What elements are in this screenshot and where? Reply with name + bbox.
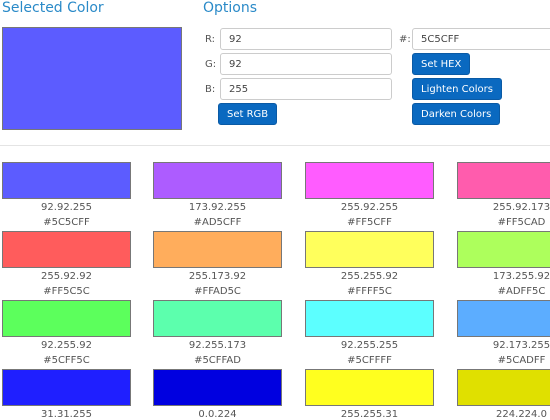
- color-swatch[interactable]: [153, 162, 282, 199]
- color-swatch[interactable]: [153, 300, 282, 337]
- hex-label: #FF5CAD: [497, 217, 546, 228]
- rgb-label: 255.255.31: [340, 409, 399, 420]
- rgb-label: 173.255.92: [492, 271, 550, 282]
- color-swatch[interactable]: [305, 300, 434, 337]
- rgb-label: 92.255.92: [41, 340, 92, 351]
- rgb-label: 255.92.173: [492, 202, 550, 213]
- rgb-label: 255.92.255: [340, 202, 399, 213]
- hex-label: #FFFF5C: [347, 286, 392, 297]
- darken-button[interactable]: Darken Colors: [412, 103, 501, 125]
- g-input[interactable]: [220, 53, 392, 75]
- field-label: R:: [205, 34, 216, 45]
- hex-label: #5CFFAD: [194, 355, 241, 366]
- selected-title: Selected Color: [2, 0, 104, 16]
- rgb-label: 255.92.92: [41, 271, 92, 282]
- rgb-label: 31.31.255: [41, 409, 92, 420]
- hex-label: #5CFFFF: [347, 355, 392, 366]
- rgb-label: 224.224.0: [496, 409, 547, 420]
- separator: [0, 145, 550, 146]
- color-swatch[interactable]: [2, 231, 131, 268]
- b-input[interactable]: [220, 78, 392, 100]
- options-title: Options: [203, 0, 258, 16]
- lighten-button[interactable]: Lighten Colors: [412, 78, 502, 100]
- rgb-label: 255.173.92: [188, 271, 247, 282]
- color-swatch[interactable]: [153, 369, 282, 406]
- rgb-label: 0.0.224: [198, 409, 237, 420]
- rgb-label: 173.92.255: [188, 202, 247, 213]
- color-swatch[interactable]: [457, 231, 550, 268]
- rgb-label: 92.255.173: [188, 340, 247, 351]
- hex-label: #AD5CFF: [193, 217, 242, 228]
- hex-label: #:: [399, 34, 411, 45]
- hex-label: #FF5CFF: [347, 217, 392, 228]
- color-swatch[interactable]: [2, 369, 131, 406]
- set-hex-button[interactable]: Set HEX: [412, 53, 471, 75]
- color-swatch[interactable]: [457, 162, 550, 199]
- hex-label: #5CFF5C: [43, 355, 90, 366]
- hex-label: #ADFF5C: [497, 286, 546, 297]
- selected-swatch: [2, 27, 182, 130]
- rgb-label: 92.173.255: [492, 340, 550, 351]
- rgb-label: 92.255.255: [340, 340, 399, 351]
- hex-label: #5CADFF: [497, 355, 546, 366]
- color-swatch[interactable]: [305, 231, 434, 268]
- color-swatch[interactable]: [457, 300, 550, 337]
- color-swatch[interactable]: [2, 300, 131, 337]
- rgb-label: 92.92.255: [41, 202, 92, 213]
- color-swatch[interactable]: [2, 162, 131, 199]
- hex-label: #FFAD5C: [194, 286, 241, 297]
- hex-label: #FF5C5C: [43, 286, 90, 297]
- r-input[interactable]: [220, 28, 392, 50]
- color-swatch[interactable]: [305, 369, 434, 406]
- hex-label: #5C5CFF: [43, 217, 90, 228]
- field-label: B:: [205, 84, 216, 95]
- color-swatch[interactable]: [305, 162, 434, 199]
- field-label: G:: [205, 59, 217, 70]
- hex-input[interactable]: [412, 28, 550, 50]
- color-swatch[interactable]: [457, 369, 550, 406]
- color-swatch[interactable]: [153, 231, 282, 268]
- set-rgb-button[interactable]: Set RGB: [218, 103, 278, 125]
- rgb-label: 255.255.92: [340, 271, 399, 282]
